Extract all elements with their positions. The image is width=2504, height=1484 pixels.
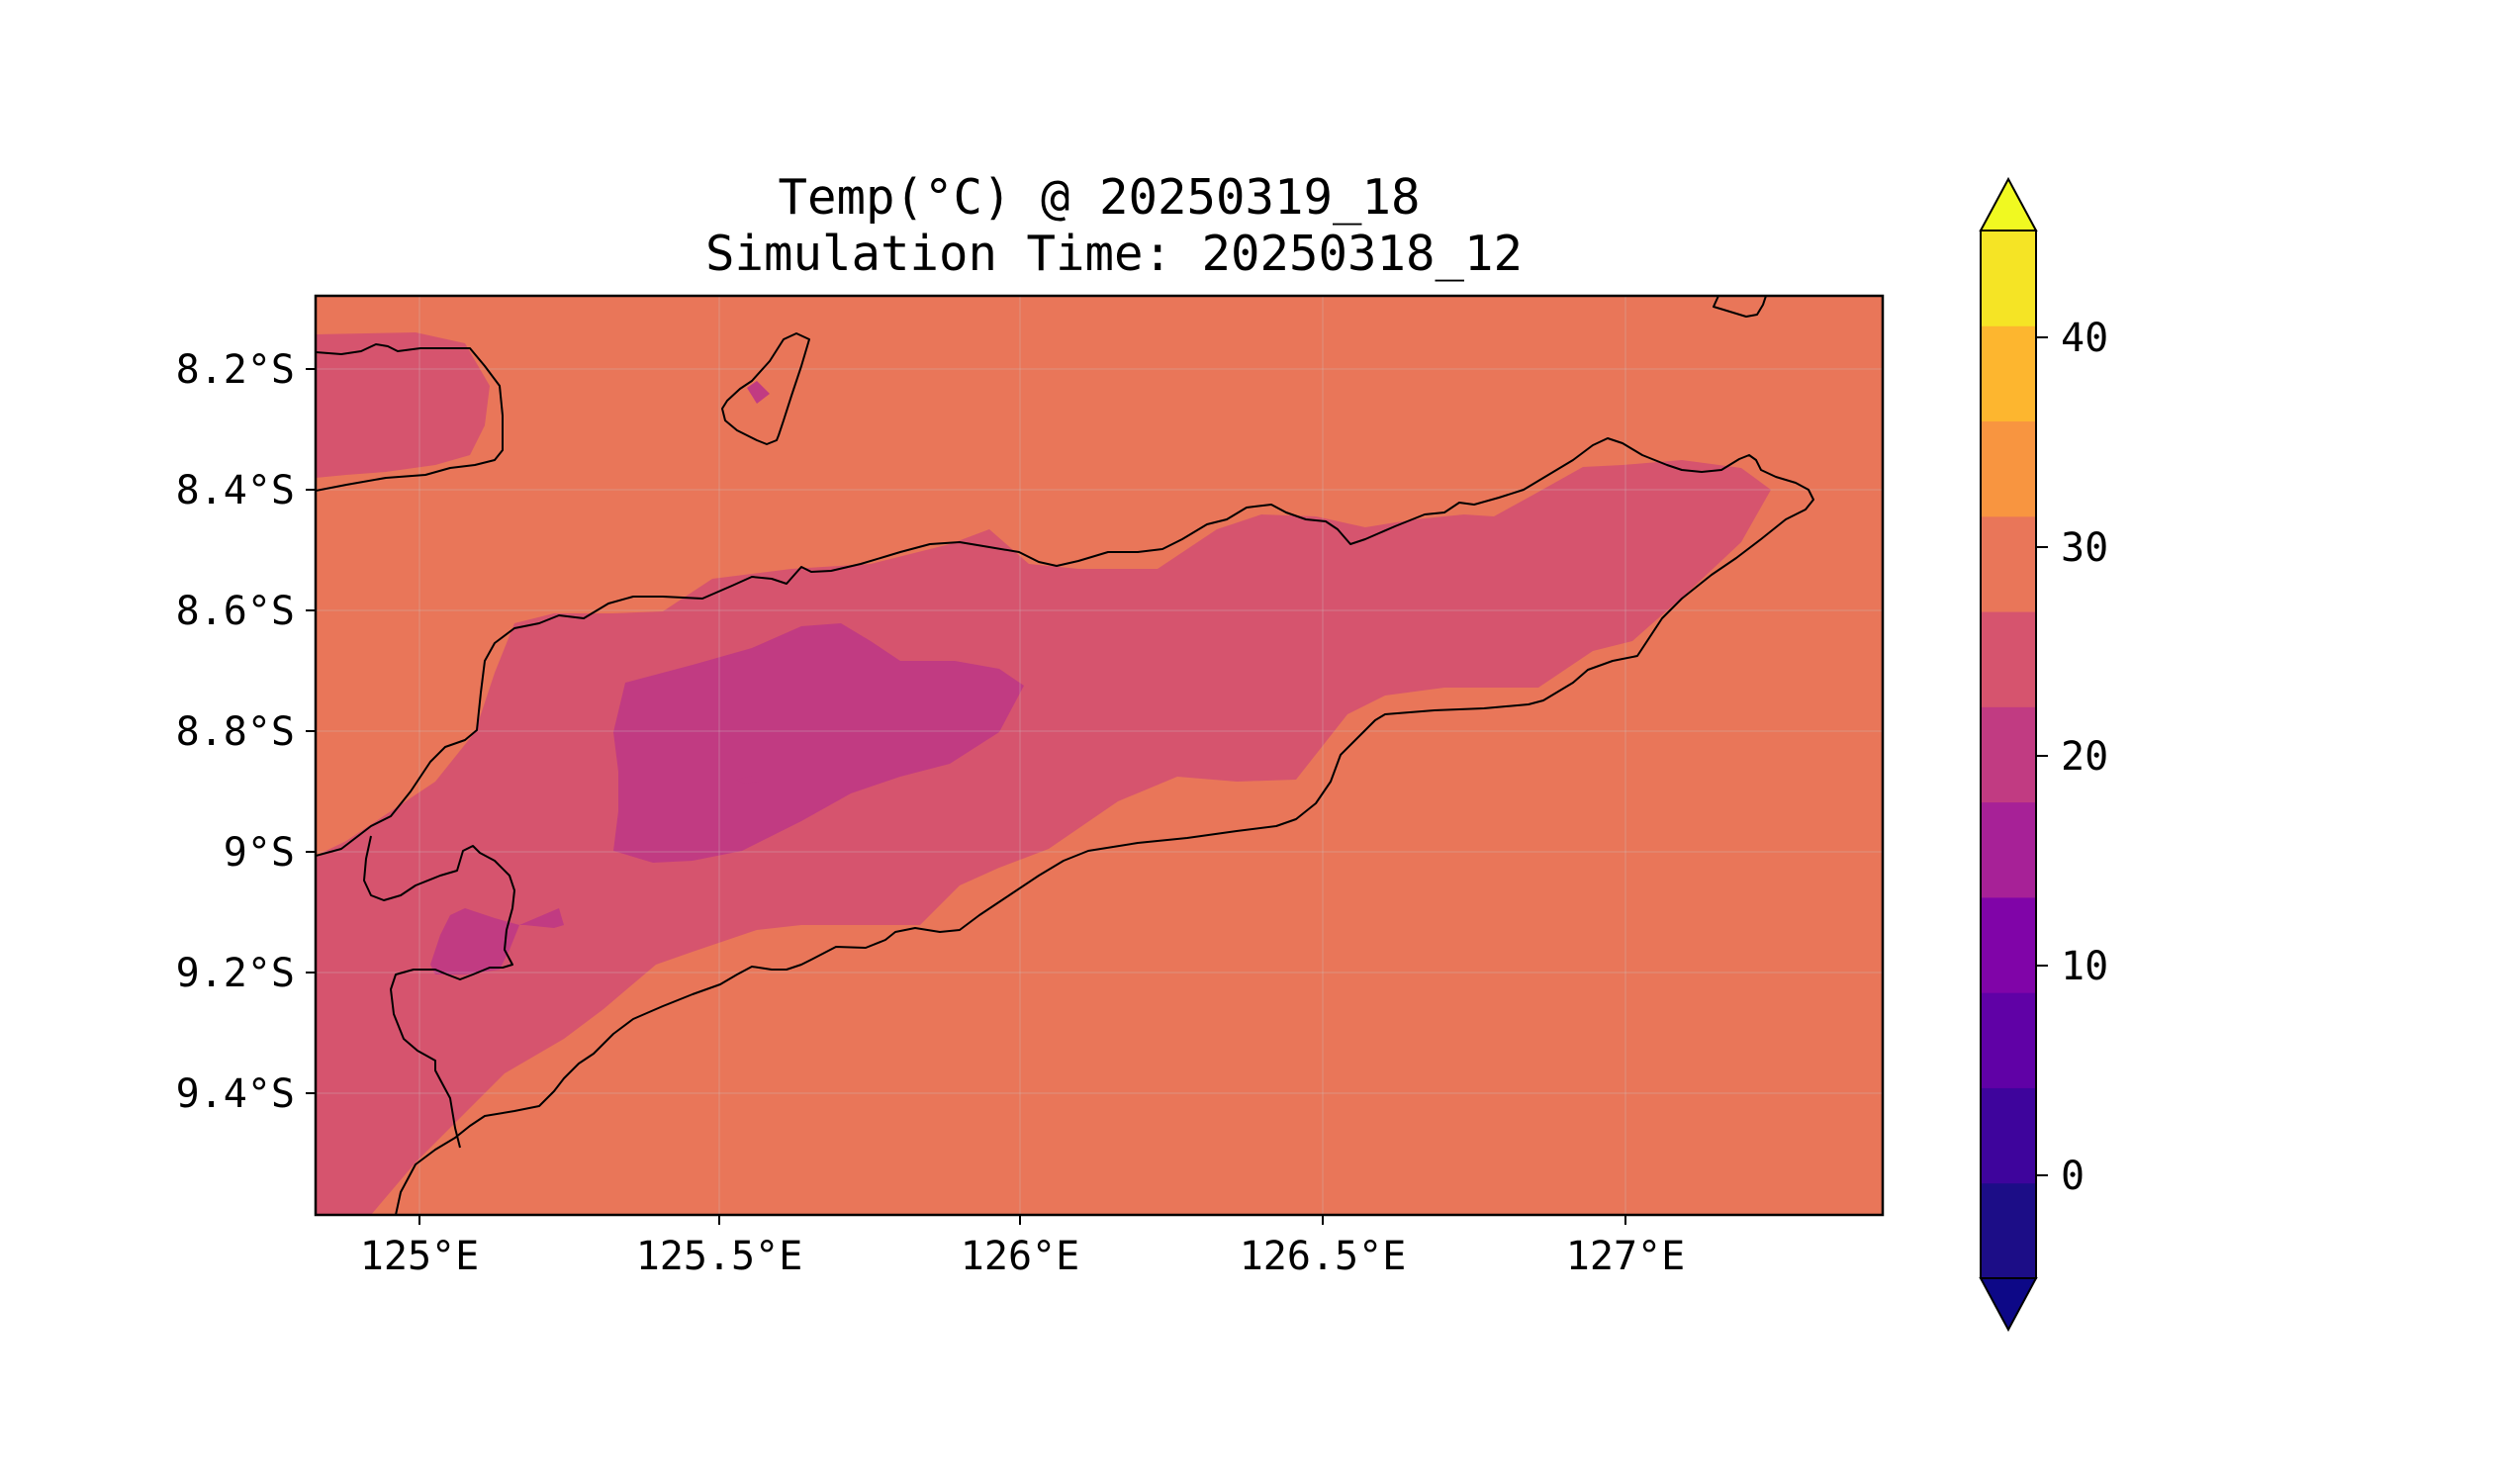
colorbar-segment xyxy=(1981,611,2036,707)
x-tick-label: 126.5°E xyxy=(1240,1234,1407,1279)
temperature-field-15-20-central xyxy=(613,623,1024,863)
temperature-field-15-20-small-3 xyxy=(747,381,770,404)
x-axis: 125°E 125.5°E 126°E 126.5°E 127°E xyxy=(360,1215,1685,1279)
temperature-field-15-20-southwest xyxy=(430,908,519,974)
map-panel xyxy=(316,296,1883,1215)
colorbar-label: 20 xyxy=(2061,734,2108,780)
colorbar-segment xyxy=(1981,420,2036,517)
colorbar-extend-high xyxy=(1979,176,2038,232)
colorbar-segments xyxy=(1981,231,2036,1279)
y-tick-label: 8.2°S xyxy=(176,347,295,393)
colorbar-segment xyxy=(1981,1087,2036,1184)
coastline-small-island xyxy=(721,332,810,445)
colorbar-label: 0 xyxy=(2061,1154,2085,1199)
colorbar: 40 30 20 10 0 xyxy=(1979,176,2108,1333)
colorbar-frame xyxy=(1980,230,2037,1279)
y-tick-label: 8.6°S xyxy=(176,589,295,634)
title-line-2: Simulation Time: 20250318_12 xyxy=(705,226,1523,282)
colorbar-label: 30 xyxy=(2061,525,2108,571)
y-tick-label: 9.4°S xyxy=(176,1071,295,1117)
colorbar-segment xyxy=(1981,896,2036,993)
y-tick-label: 8.4°S xyxy=(176,468,295,513)
y-tick-label: 8.8°S xyxy=(176,709,295,755)
y-axis: 8.2°S 8.4°S 8.6°S 8.8°S 9°S 9.2°S 9.4°S xyxy=(176,347,316,1117)
coastline-timor-west xyxy=(363,835,515,1149)
colorbar-segment xyxy=(1981,801,2036,898)
colorbar-segment xyxy=(1981,1182,2036,1279)
colorbar-segment xyxy=(1981,515,2036,612)
coastlines xyxy=(316,296,1814,1215)
temperature-field-15-20-small-1 xyxy=(519,908,564,928)
coastline-flores-east xyxy=(316,343,504,492)
map-frame xyxy=(314,294,1885,1217)
x-tick-label: 125.5°E xyxy=(636,1234,803,1279)
x-tick-label: 126°E xyxy=(961,1234,1079,1279)
colorbar-segment xyxy=(1981,325,2036,422)
gridlines xyxy=(316,296,1883,1215)
colorbar-segment xyxy=(1981,706,2036,803)
colorbar-label: 40 xyxy=(2061,316,2108,361)
colorbar-label: 10 xyxy=(2061,944,2108,989)
colorbar-segment xyxy=(1981,231,2036,326)
colorbar-extend-low xyxy=(1979,1277,2038,1333)
temperature-field-20-25-northwest xyxy=(316,332,490,478)
x-tick-label: 125°E xyxy=(360,1234,479,1279)
colorbar-segment xyxy=(1981,992,2036,1088)
coastline-timor-north xyxy=(316,437,1814,1215)
title-line-1: Temp(°C) @ 20250319_18 xyxy=(778,169,1420,226)
temperature-field-20-25-main xyxy=(316,460,1771,1215)
y-tick-label: 9°S xyxy=(224,830,295,876)
y-tick-label: 9.2°S xyxy=(176,951,295,996)
temperature-field-15-20-small-2 xyxy=(736,776,760,784)
coastline-northeast-islet xyxy=(1713,296,1767,318)
x-tick-label: 127°E xyxy=(1566,1234,1685,1279)
